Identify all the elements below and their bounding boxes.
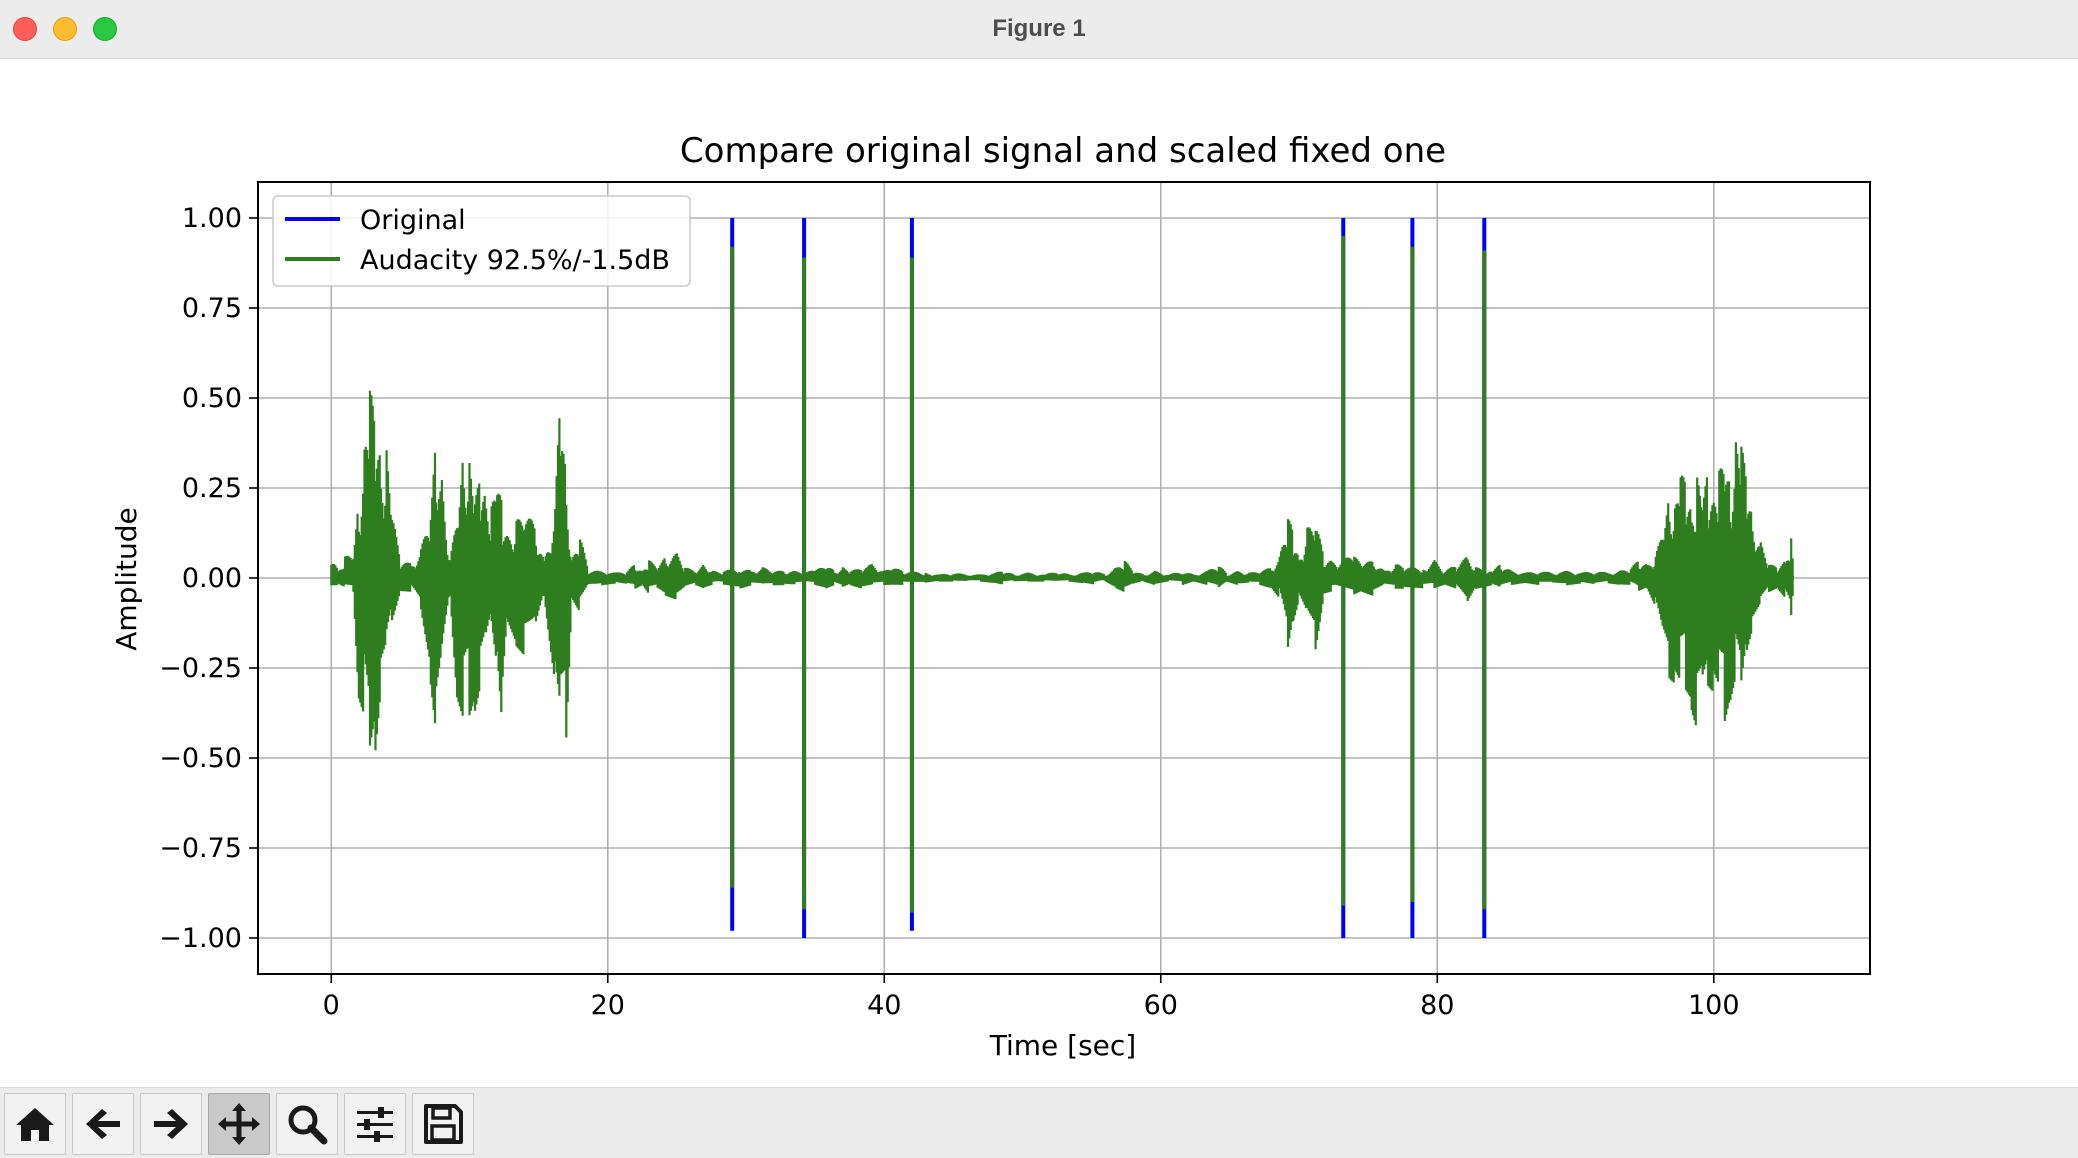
forward-button[interactable] <box>140 1093 202 1155</box>
sliders-icon <box>357 1107 393 1142</box>
floppy-disk-icon <box>424 1104 463 1144</box>
x-tick-label: 40 <box>867 990 901 1021</box>
plot-frame <box>257 181 1871 975</box>
pan-button[interactable] <box>208 1093 270 1155</box>
window-title: Figure 1 <box>992 15 1086 42</box>
y-axis-label: Amplitude <box>110 507 143 651</box>
legend-box <box>272 195 691 287</box>
y-tick-label: −0.50 <box>159 743 242 774</box>
figure-canvas[interactable]: Compare original signal and scaled fixed… <box>0 59 2078 1087</box>
x-tick-label: 60 <box>1144 990 1178 1021</box>
y-tick-label: −1.00 <box>159 923 242 954</box>
close-window-button[interactable] <box>13 17 37 41</box>
arrow-left-icon <box>86 1109 120 1139</box>
save-button[interactable] <box>412 1093 474 1155</box>
move-icon <box>218 1103 260 1145</box>
y-tick-label: 0.50 <box>182 383 242 414</box>
x-tick-label: 20 <box>591 990 625 1021</box>
home-icon <box>16 1108 54 1141</box>
navigation-toolbar <box>0 1087 2078 1158</box>
y-tick-label: 0.25 <box>182 473 242 504</box>
y-tick-label: −0.25 <box>159 653 242 684</box>
legend-label: Audacity 92.5%/-1.5dB <box>360 245 670 276</box>
back-button[interactable] <box>72 1093 134 1155</box>
x-tick-label: 100 <box>1688 990 1740 1021</box>
arrow-right-icon <box>154 1109 188 1139</box>
legend-label: Original <box>360 205 466 236</box>
x-axis-label: Time [sec] <box>989 1029 1136 1062</box>
configure-subplots-button[interactable] <box>344 1093 406 1155</box>
minimize-window-button[interactable] <box>53 17 77 41</box>
plot-lines <box>330 218 1794 938</box>
y-tick-label: −0.75 <box>159 833 242 864</box>
x-tick-label: 0 <box>323 990 340 1021</box>
home-button[interactable] <box>4 1093 66 1155</box>
chart-title: Compare original signal and scaled fixed… <box>680 131 1446 171</box>
legend: Original Audacity 92.5%/-1.5dB <box>272 195 691 287</box>
zoom-window-button[interactable] <box>93 17 117 41</box>
y-tick-label: 0.75 <box>182 293 242 324</box>
x-tick-label: 80 <box>1420 990 1454 1021</box>
title-bar: Figure 1 <box>0 0 2078 59</box>
zoom-button[interactable] <box>276 1093 338 1155</box>
magnifier-icon <box>288 1105 328 1145</box>
y-tick-label: 0.00 <box>182 563 242 594</box>
chart: Compare original signal and scaled fixed… <box>110 131 1871 1062</box>
y-tick-label: 1.00 <box>182 203 242 234</box>
audacity-signal-trace <box>330 390 1794 751</box>
